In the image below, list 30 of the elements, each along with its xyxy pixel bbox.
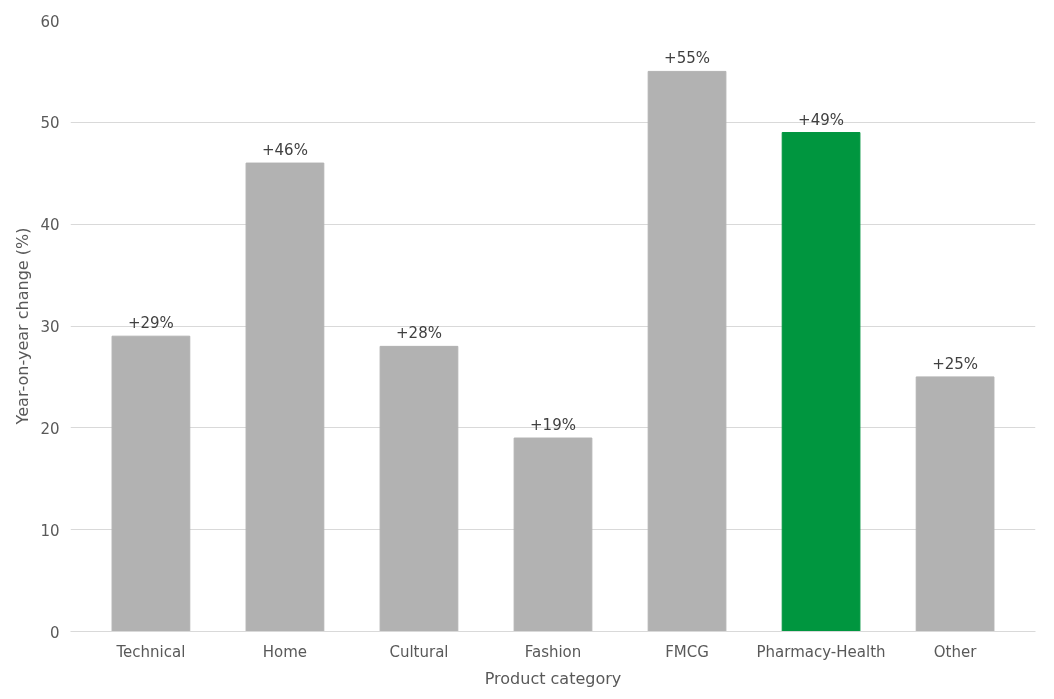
y-tick-label: 10 — [40, 521, 60, 540]
x-tick-label: Home — [262, 642, 308, 661]
x-tick-label: Other — [933, 642, 978, 661]
data-label: +19% — [530, 416, 576, 435]
bar — [513, 437, 593, 632]
x-axis-title: Product category — [484, 668, 622, 688]
x-tick-label: Pharmacy-Health — [756, 642, 886, 661]
bar — [915, 376, 995, 632]
y-tick-label: 20 — [40, 419, 60, 438]
x-tick-label: Technical — [115, 642, 186, 661]
y-axis-title: Year-on-year change (%) — [13, 227, 33, 426]
data-label: +55% — [664, 49, 710, 68]
y-tick-label: 0 — [49, 623, 60, 642]
x-tick-label: Fashion — [524, 642, 582, 661]
y-tick-label: 30 — [40, 318, 60, 336]
data-label: +49% — [798, 110, 845, 129]
y-tick-label: 50 — [40, 114, 60, 133]
data-label: +25% — [932, 354, 979, 373]
y-tick-label: 40 — [40, 216, 60, 235]
bar — [647, 70, 727, 632]
data-label: +28% — [396, 324, 442, 343]
bar — [245, 162, 325, 632]
bar — [111, 335, 191, 632]
x-tick-label: Cultural — [389, 642, 449, 661]
y-tick-label: 60 — [40, 12, 60, 31]
bar — [379, 345, 459, 632]
bar — [781, 132, 861, 632]
x-tick-label: FMCG — [665, 642, 709, 661]
data-label: +29% — [127, 314, 174, 333]
data-label: +46% — [261, 141, 308, 160]
